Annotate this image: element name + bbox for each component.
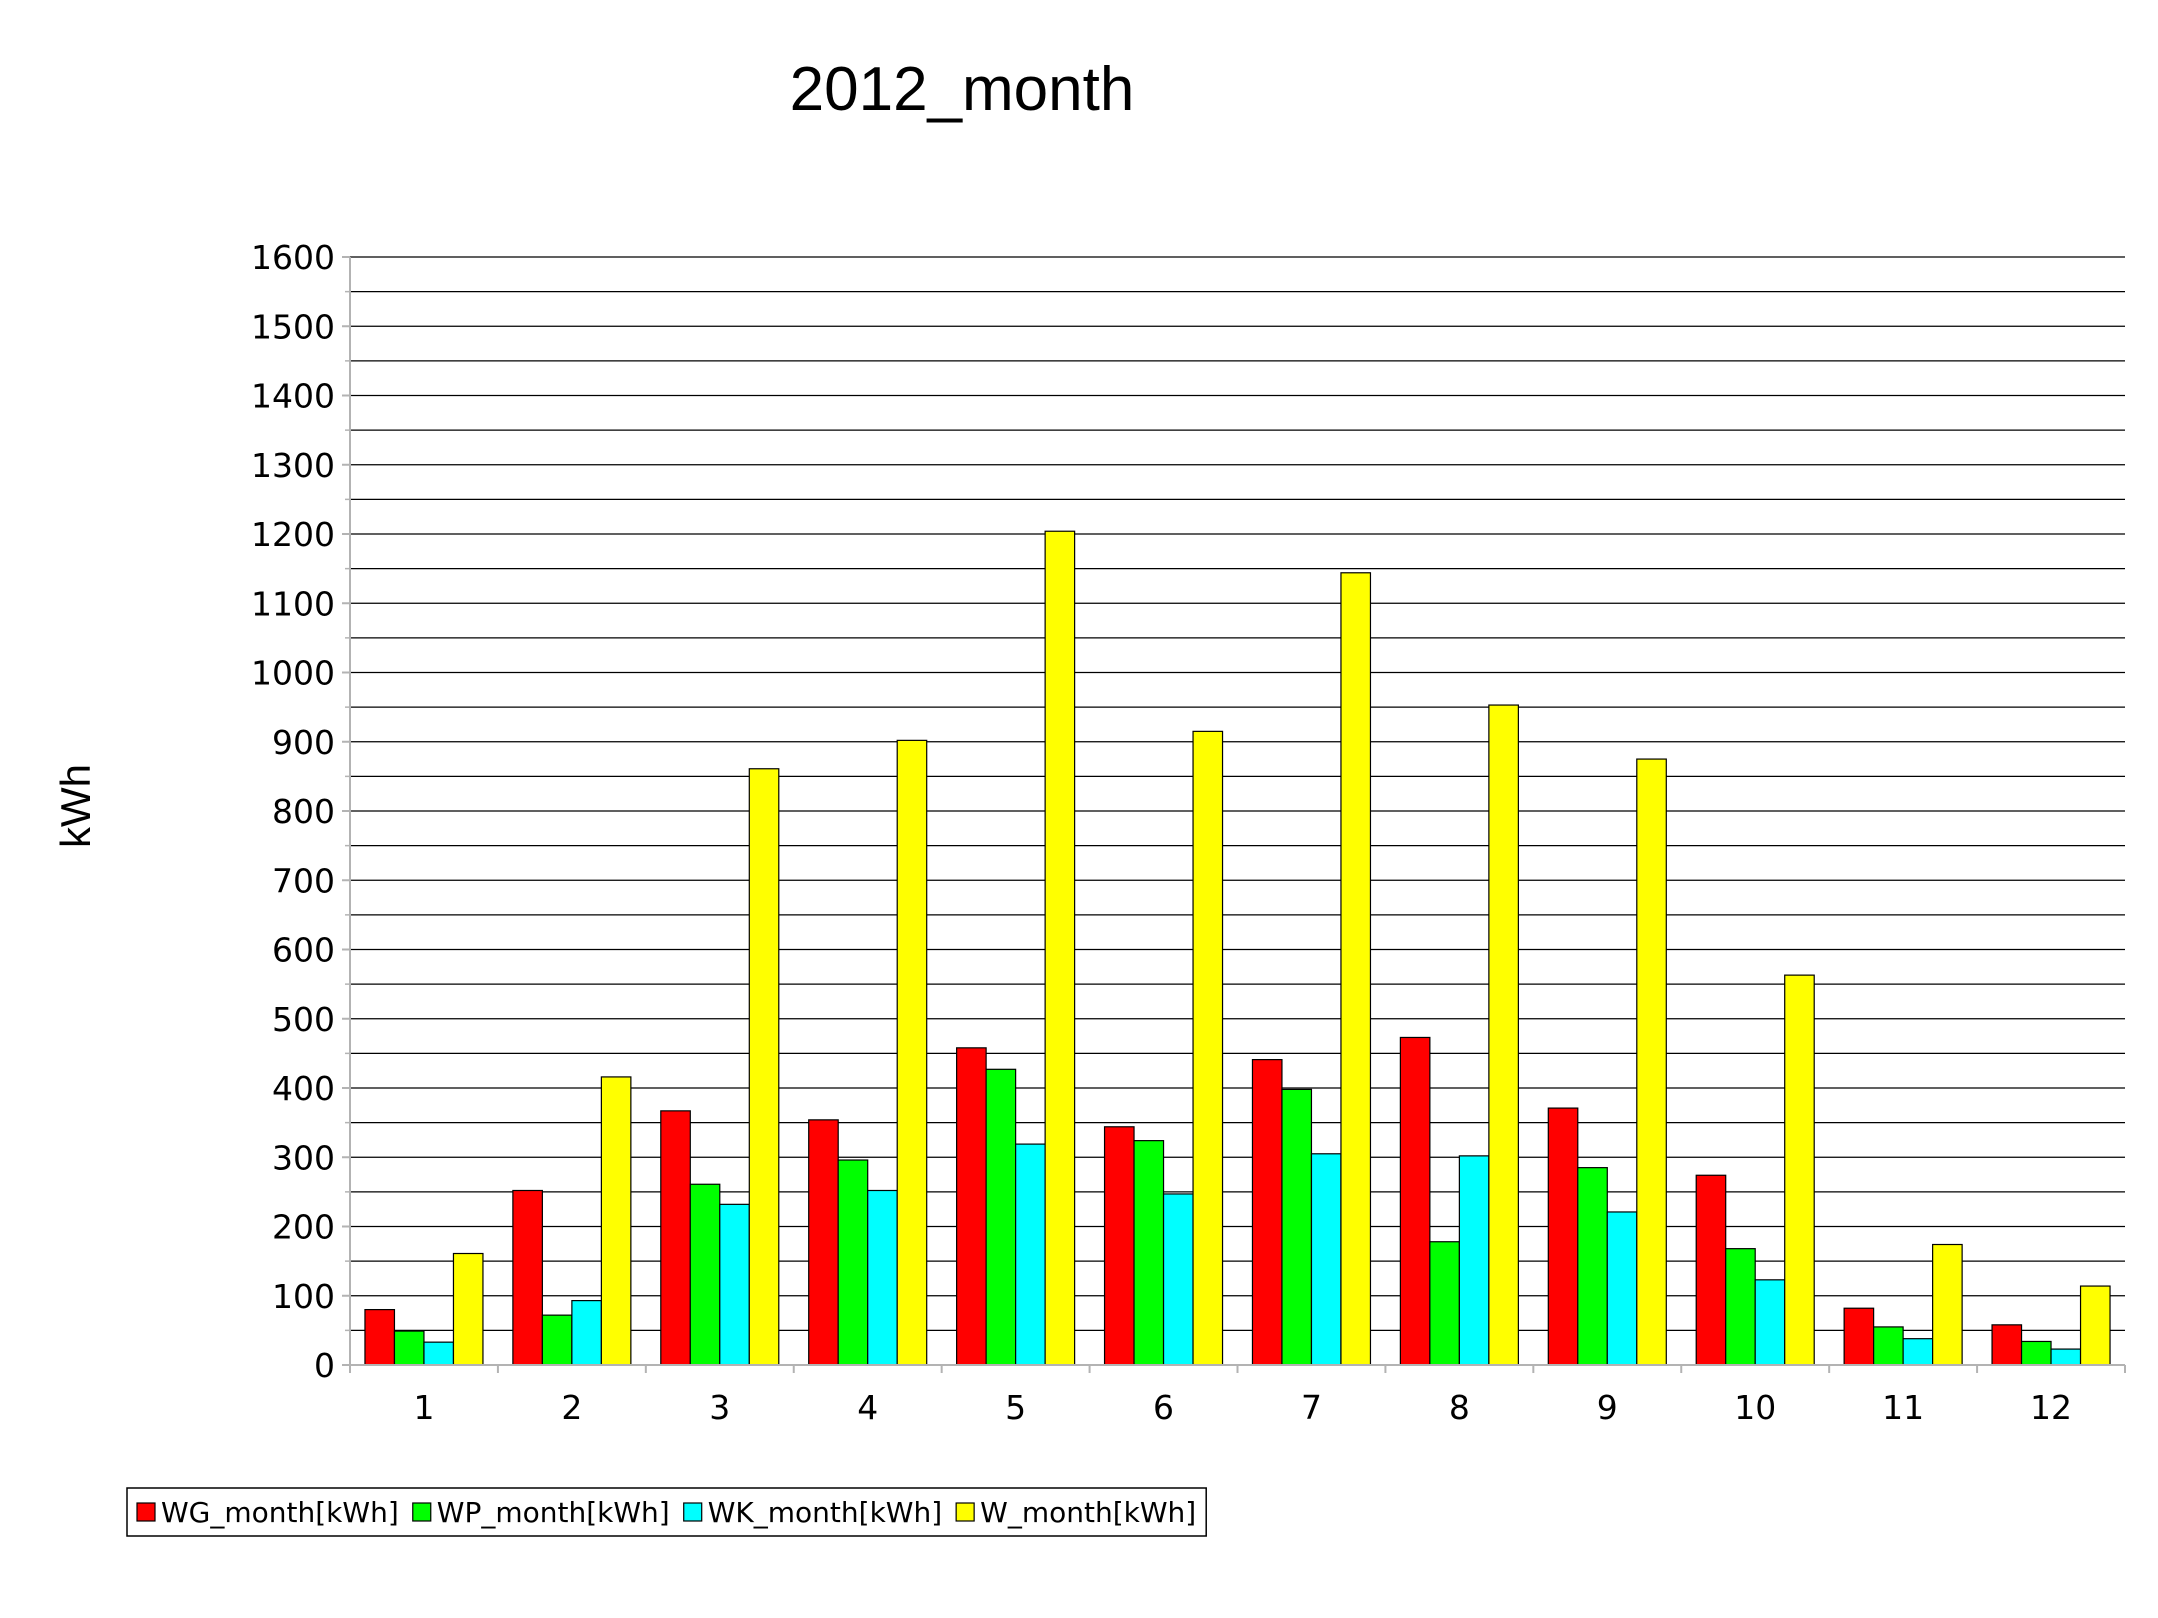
bar — [423, 1341, 455, 1366]
legend-swatch — [136, 1502, 156, 1522]
bar — [1932, 1243, 1963, 1366]
y-tick-label: 800 — [272, 792, 335, 831]
bar — [541, 1314, 573, 1366]
bar — [600, 1076, 632, 1366]
legend-entry: WK_month[kWh] — [708, 1496, 942, 1529]
y-tick-label: 500 — [272, 1000, 335, 1039]
y-tick-label: 0 — [314, 1346, 335, 1385]
y-tick-label: 1500 — [251, 307, 335, 346]
bar — [1015, 1143, 1046, 1366]
bar — [512, 1189, 543, 1366]
bar — [956, 1047, 987, 1366]
legend-swatch — [683, 1502, 703, 1522]
bar — [1399, 1036, 1431, 1366]
y-tick-label: 900 — [272, 723, 335, 762]
bar — [1547, 1107, 1579, 1366]
bar — [1636, 758, 1667, 1366]
y-axis-label: kWh — [52, 764, 99, 848]
y-tick-label: 300 — [272, 1138, 335, 1177]
legend-entry: WP_month[kWh] — [437, 1496, 670, 1529]
bar — [2079, 1285, 2111, 1366]
bar — [1606, 1211, 1638, 1366]
bar — [1133, 1140, 1165, 1366]
bar — [985, 1068, 1017, 1366]
bar — [1044, 530, 1076, 1366]
legend-entry: W_month[kWh] — [980, 1496, 1196, 1529]
bars — [364, 530, 2111, 1366]
grid — [350, 256, 2125, 1331]
bar — [1784, 974, 1815, 1366]
bar — [452, 1252, 484, 1366]
legend-swatch — [412, 1502, 432, 1522]
x-tick-label: 3 — [709, 1388, 730, 1427]
bar — [571, 1299, 602, 1366]
y-tick-label: 1100 — [251, 584, 335, 623]
legend-swatch — [955, 1502, 975, 1522]
bar — [1488, 704, 1519, 1366]
bar — [2020, 1340, 2052, 1366]
x-tick-label: 12 — [2030, 1388, 2072, 1427]
bar — [1162, 1193, 1194, 1366]
bar — [1577, 1167, 1608, 1366]
y-tick-label: 1000 — [251, 654, 335, 693]
y-tick-labels: 0 100 200 300 400 500 600 700 800 900 1000 1100 1200… — [251, 238, 335, 1385]
y-tick-label: 1200 — [251, 515, 335, 554]
bar — [837, 1159, 869, 1366]
bar — [867, 1189, 898, 1366]
bar — [896, 739, 928, 1366]
bar — [1192, 730, 1224, 1366]
bar — [689, 1183, 721, 1366]
x-tick-label: 2 — [561, 1388, 582, 1427]
bar — [1340, 572, 1372, 1366]
bar — [660, 1110, 691, 1366]
bar — [2050, 1348, 2082, 1366]
y-tick-label: 700 — [272, 861, 335, 900]
bar — [393, 1330, 425, 1366]
legend: WG_month[kWh] WP_month[kWh] WK_month[kWh] W… — [126, 1487, 1207, 1537]
bar — [808, 1119, 839, 1366]
x-tick-labels: 1 2 3 4 5 6 7 8 9 10 11 12 — [413, 1388, 2072, 1427]
axes — [342, 256, 2126, 1373]
y-tick-label: 600 — [272, 931, 335, 970]
y-tick-label: 200 — [272, 1208, 335, 1247]
bar — [1754, 1279, 1786, 1366]
legend-entry: WG_month[kWh] — [161, 1496, 399, 1529]
bar — [1873, 1326, 1904, 1366]
bar — [1251, 1059, 1283, 1366]
bar — [1429, 1241, 1460, 1366]
y-tick-label: 1300 — [251, 446, 335, 485]
bar — [1310, 1153, 1342, 1366]
legend-box — [126, 1487, 1207, 1537]
x-tick-label: 8 — [1449, 1388, 1470, 1427]
x-tick-label: 4 — [857, 1388, 878, 1427]
x-tick-label: 11 — [1882, 1388, 1924, 1427]
x-tick-label: 5 — [1005, 1388, 1026, 1427]
bar — [719, 1203, 750, 1366]
bar — [364, 1308, 396, 1366]
bar — [748, 768, 780, 1366]
x-tick-label: 1 — [413, 1388, 434, 1427]
bar — [1725, 1248, 1756, 1366]
bar — [1458, 1155, 1490, 1366]
x-tick-label: 7 — [1301, 1388, 1322, 1427]
x-tick-label: 9 — [1597, 1388, 1618, 1427]
y-tick-label: 100 — [272, 1277, 335, 1316]
chart-title: 2012_month — [790, 55, 1135, 124]
x-tick-label: 10 — [1734, 1388, 1776, 1427]
x-tick-label: 6 — [1153, 1388, 1174, 1427]
y-tick-label: 1400 — [251, 377, 335, 416]
y-tick-label: 400 — [272, 1069, 335, 1108]
bar — [1103, 1126, 1135, 1366]
y-tick-label: 1600 — [251, 238, 335, 277]
bar — [1843, 1307, 1875, 1366]
bar — [1991, 1324, 2023, 1366]
bar — [1695, 1174, 1727, 1366]
bar — [1902, 1338, 1934, 1366]
bar — [1281, 1088, 1313, 1366]
